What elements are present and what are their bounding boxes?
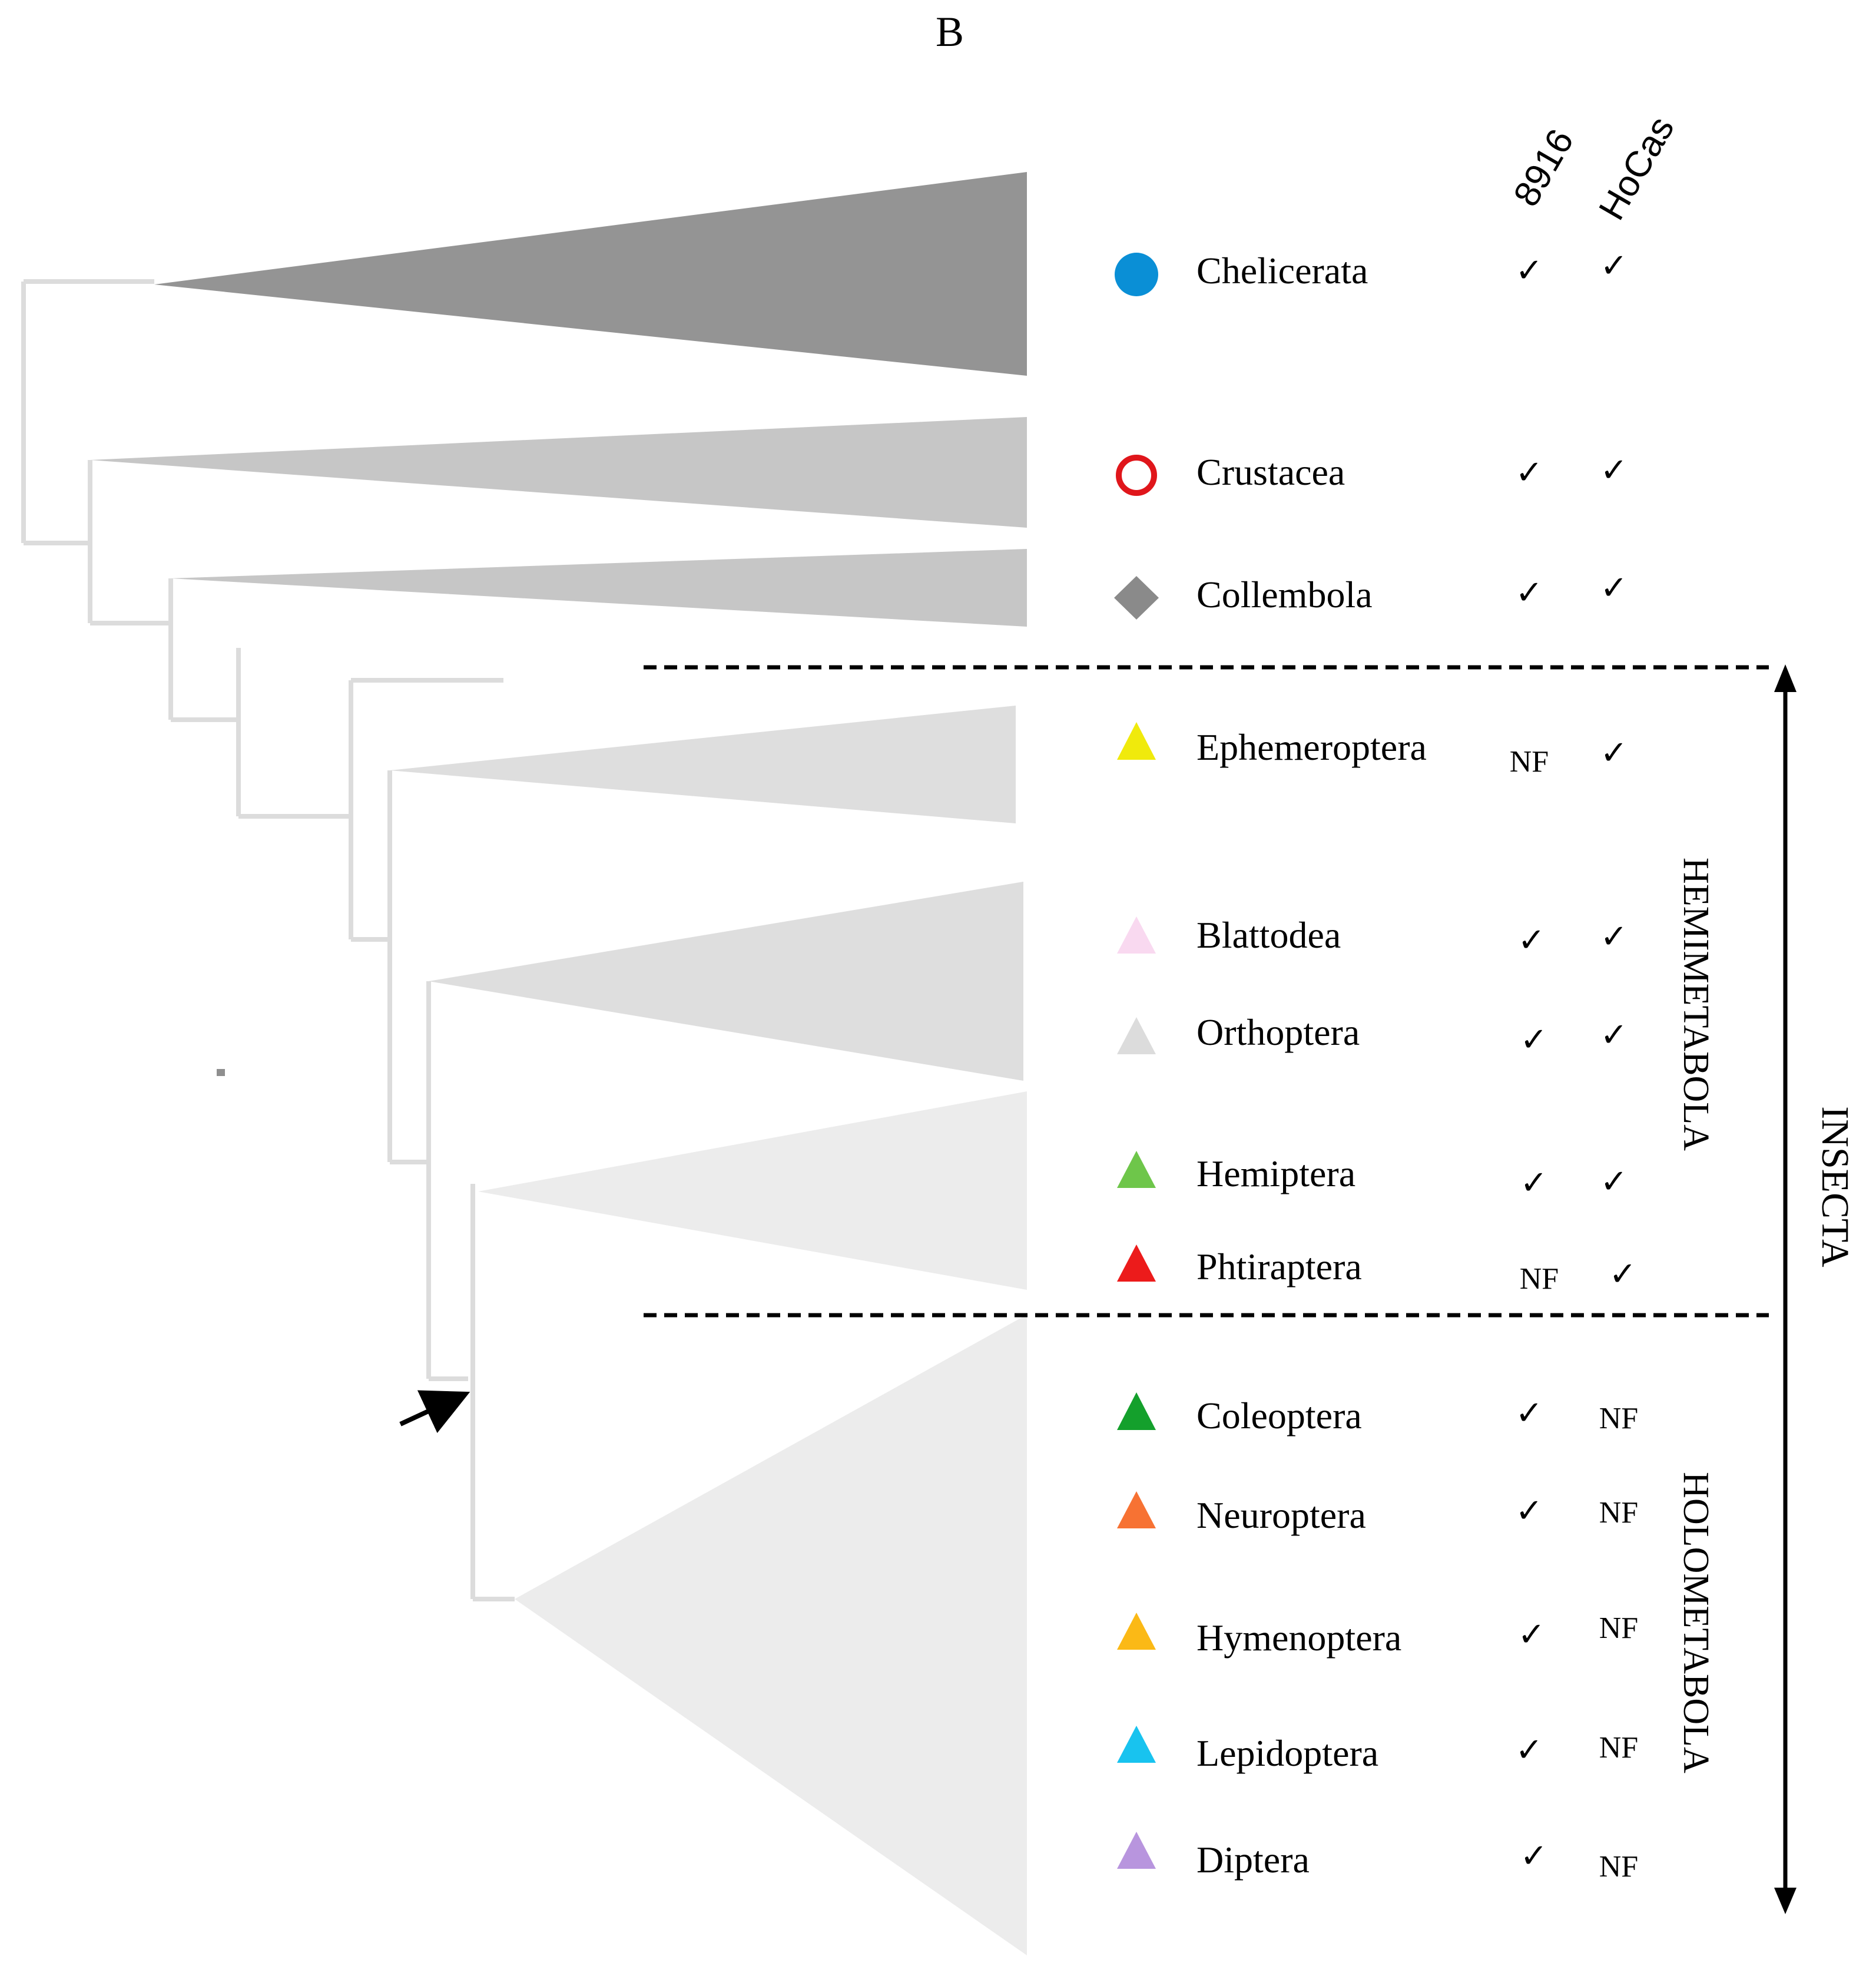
cell-8916: ✓ bbox=[1520, 1164, 1548, 1201]
taxon-row: Crustacea ✓ ✓ bbox=[1116, 451, 1628, 496]
insecta-label: INSECTA bbox=[1814, 1106, 1857, 1267]
panel-label: B bbox=[936, 8, 964, 55]
cell-8916: ✓ bbox=[1516, 1492, 1543, 1529]
cell-hocas: ✓ bbox=[1600, 1163, 1628, 1200]
taxon-name: Collembola bbox=[1196, 574, 1373, 615]
crustacea-marker-icon bbox=[1116, 455, 1157, 496]
taxon-row: Blattodea ✓ ✓ bbox=[1117, 914, 1628, 958]
cell-8916: ✓ bbox=[1516, 1731, 1543, 1768]
insecta-arrow-head-bottom bbox=[1774, 1888, 1797, 1914]
ephemeroptera-marker-icon bbox=[1117, 722, 1156, 760]
taxon-name: Neuroptera bbox=[1196, 1494, 1366, 1536]
clade-collembola bbox=[171, 549, 1027, 627]
lepidoptera-marker-icon bbox=[1117, 1726, 1156, 1763]
cell-8916: NF bbox=[1510, 745, 1549, 779]
taxon-name: Coleoptera bbox=[1196, 1395, 1362, 1437]
taxon-name: Phtiraptera bbox=[1196, 1246, 1362, 1287]
neuroptera-marker-icon bbox=[1117, 1491, 1156, 1528]
taxon-name: Ephemeroptera bbox=[1196, 726, 1427, 768]
taxon-row: Chelicerata ✓ ✓ bbox=[1115, 247, 1628, 296]
cell-hocas: ✓ bbox=[1600, 734, 1628, 771]
cell-8916: ✓ bbox=[1516, 1394, 1543, 1431]
cell-8916: ✓ bbox=[1520, 1837, 1548, 1874]
hemiptera-marker-icon bbox=[1117, 1151, 1156, 1188]
diptera-marker-icon bbox=[1117, 1832, 1156, 1869]
clade-chelicerata bbox=[154, 172, 1027, 376]
cell-8916: ✓ bbox=[1516, 574, 1543, 611]
taxon-row: Hemiptera ✓ ✓ bbox=[1117, 1151, 1628, 1201]
cell-hocas: ✓ bbox=[1600, 918, 1628, 955]
cell-hocas: NF bbox=[1599, 1402, 1638, 1435]
cell-hocas: NF bbox=[1599, 1731, 1638, 1765]
collembola-marker-icon bbox=[1114, 576, 1159, 620]
tree-branches bbox=[21, 279, 515, 1601]
cell-hocas: NF bbox=[1599, 1611, 1638, 1645]
taxon-name: Diptera bbox=[1196, 1839, 1310, 1881]
taxon-row: Coleoptera ✓ NF bbox=[1117, 1392, 1638, 1437]
coleoptera-marker-icon bbox=[1117, 1392, 1156, 1430]
hemimetabola-label: HEMIMETABOLA bbox=[1676, 858, 1716, 1151]
taxon-row: Neuroptera ✓ NF bbox=[1117, 1491, 1638, 1536]
cell-8916: ✓ bbox=[1516, 454, 1543, 491]
node-arrow bbox=[399, 1390, 470, 1434]
cell-hocas: NF bbox=[1599, 1850, 1638, 1884]
cell-8916: ✓ bbox=[1518, 921, 1546, 958]
taxon-name: Chelicerata bbox=[1196, 250, 1368, 292]
cell-hocas: ✓ bbox=[1600, 247, 1628, 284]
orthoptera-marker-icon bbox=[1117, 1017, 1156, 1054]
cell-8916: NF bbox=[1520, 1262, 1559, 1296]
taxon-name: Lepidoptera bbox=[1196, 1732, 1378, 1774]
taxon-row: Phtiraptera NF ✓ bbox=[1117, 1244, 1636, 1296]
insecta-arrow-head-top bbox=[1774, 664, 1797, 692]
clade-crustacea bbox=[90, 417, 1027, 528]
cell-8916: ✓ bbox=[1518, 1616, 1546, 1653]
taxon-row: Lepidoptera ✓ NF bbox=[1117, 1726, 1638, 1774]
cell-hocas: ✓ bbox=[1609, 1255, 1637, 1292]
clade-hemiptera-phtiraptera bbox=[478, 1091, 1027, 1290]
holometabola-label: HOLOMETABOLA bbox=[1676, 1472, 1716, 1773]
cell-hocas: ✓ bbox=[1600, 451, 1628, 488]
cell-hocas: ✓ bbox=[1600, 569, 1628, 606]
clade-blattodea-orthoptera bbox=[429, 882, 1023, 1081]
taxon-row: Diptera ✓ NF bbox=[1117, 1832, 1638, 1884]
blattodea-marker-icon bbox=[1117, 916, 1156, 954]
clade-triangles bbox=[90, 172, 1027, 1955]
taxon-name: Hemiptera bbox=[1196, 1153, 1355, 1194]
taxon-row: Collembola ✓ ✓ bbox=[1114, 569, 1628, 620]
phtiraptera-marker-icon bbox=[1117, 1244, 1156, 1282]
taxon-name: Crustacea bbox=[1196, 451, 1345, 493]
column-header-8916: 8916 bbox=[1506, 123, 1582, 213]
chelicerata-marker-icon bbox=[1115, 253, 1158, 296]
hymenoptera-marker-icon bbox=[1117, 1613, 1156, 1650]
taxon-name: Hymenoptera bbox=[1196, 1617, 1401, 1659]
taxon-row: Ephemeroptera NF ✓ bbox=[1117, 722, 1628, 779]
scale-mark bbox=[217, 1069, 225, 1076]
taxon-name: Blattodea bbox=[1196, 914, 1341, 956]
taxon-name: Orthoptera bbox=[1196, 1011, 1360, 1053]
taxon-row: Orthoptera ✓ ✓ bbox=[1117, 1011, 1628, 1058]
cell-8916: ✓ bbox=[1520, 1021, 1548, 1058]
clade-ephemeroptera bbox=[390, 706, 1016, 823]
cell-8916: ✓ bbox=[1516, 251, 1543, 289]
cell-hocas: NF bbox=[1599, 1496, 1638, 1530]
column-header-hocas: HoCas bbox=[1591, 110, 1682, 227]
cell-hocas: ✓ bbox=[1600, 1016, 1628, 1053]
clade-holometabola bbox=[515, 1315, 1027, 1955]
taxon-row: Hymenoptera ✓ NF bbox=[1117, 1611, 1638, 1659]
